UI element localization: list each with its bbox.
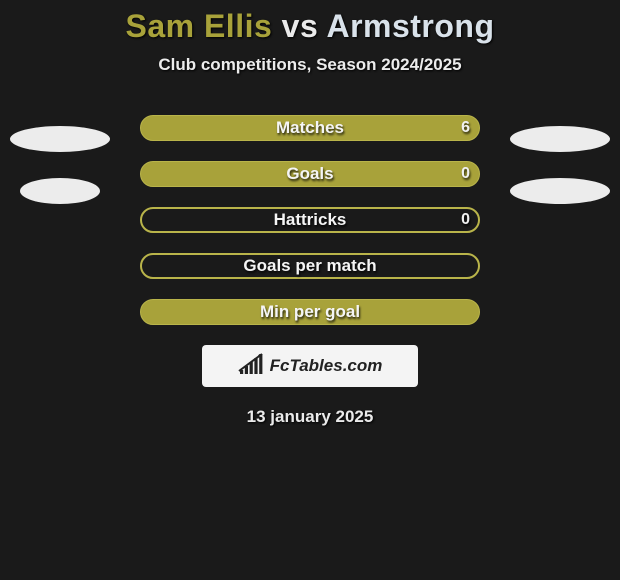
stat-bar	[140, 161, 480, 187]
vs-label: vs	[282, 8, 319, 44]
stat-row: Matches6	[140, 115, 480, 141]
stat-row: Min per goal	[140, 299, 480, 325]
subtitle: Club competitions, Season 2024/2025	[0, 55, 620, 75]
player1-name: Sam Ellis	[125, 8, 272, 44]
comparison-card: Sam Ellis vs Armstrong Club competitions…	[0, 0, 620, 580]
page-title: Sam Ellis vs Armstrong	[0, 8, 620, 45]
avatar-oval	[20, 178, 100, 204]
bars-icon	[238, 353, 266, 380]
avatar-oval	[10, 126, 110, 152]
stat-bar	[140, 253, 480, 279]
stat-bar	[140, 115, 480, 141]
stat-row: Hattricks0	[140, 207, 480, 233]
avatar-oval	[510, 126, 610, 152]
snapshot-date: 13 january 2025	[0, 407, 620, 427]
avatar-oval	[510, 178, 610, 204]
player2-name: Armstrong	[326, 8, 494, 44]
stat-bar	[140, 207, 480, 233]
stat-row: Goals per match	[140, 253, 480, 279]
stat-bar	[140, 299, 480, 325]
branding-text: FcTables.com	[270, 356, 383, 376]
stat-row: Goals0	[140, 161, 480, 187]
branding-box: FcTables.com	[202, 345, 418, 387]
